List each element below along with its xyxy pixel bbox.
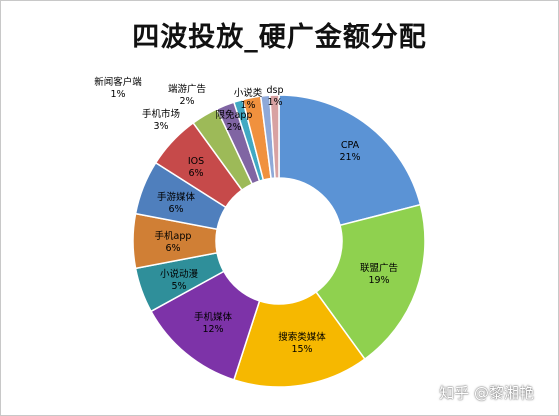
- slice-percent-9: 3%: [153, 121, 168, 132]
- slice-label-13: 小说类: [234, 87, 263, 99]
- slice-percent-13: 1%: [240, 100, 255, 111]
- slice-percent-4: 12%: [202, 324, 223, 335]
- slice-percent-11: 1%: [110, 89, 125, 100]
- slice-label-6: 手机app: [155, 230, 192, 242]
- slice-percent-6: 6%: [165, 243, 180, 254]
- slice-percent-5: 5%: [171, 281, 186, 292]
- slice-percent-3: 15%: [291, 344, 312, 355]
- slice-label-7: 手游媒体: [157, 191, 196, 203]
- slice-percent-14: 1%: [267, 97, 282, 108]
- slice-label-11: 新闻客户端: [94, 76, 142, 88]
- slice-label-1: CPA: [341, 140, 360, 151]
- slice-label-10: 端游广告: [168, 83, 206, 95]
- slice-label-5: 小说动漫: [160, 268, 199, 280]
- chart-title: 四波投放_硬广金额分配: [132, 22, 427, 53]
- slice-label-3: 搜索类媒体: [278, 331, 326, 343]
- slice-percent-12: 2%: [226, 122, 241, 133]
- slice-percent-7: 6%: [168, 204, 183, 215]
- slice-percent-1: 21%: [339, 152, 360, 163]
- slice-percent-10: 2%: [179, 96, 194, 107]
- watermark: 知乎 @黎湘艳: [439, 384, 534, 402]
- slice-percent-8: 6%: [188, 168, 203, 179]
- slice-label-14: dsp: [266, 85, 283, 96]
- slice-1: [278, 94, 422, 227]
- slice-label-4: 手机媒体: [194, 311, 233, 323]
- slice-label-2: 联盟广告: [360, 262, 398, 274]
- slice-3: [232, 290, 366, 388]
- slice-label-8: IOS: [188, 156, 204, 167]
- slice-14: [269, 94, 280, 179]
- slice-label-12: 限免app: [216, 109, 253, 121]
- slice-percent-2: 19%: [368, 275, 389, 286]
- slice-2: [314, 203, 426, 361]
- slice-label-9: 手机市场: [142, 108, 180, 120]
